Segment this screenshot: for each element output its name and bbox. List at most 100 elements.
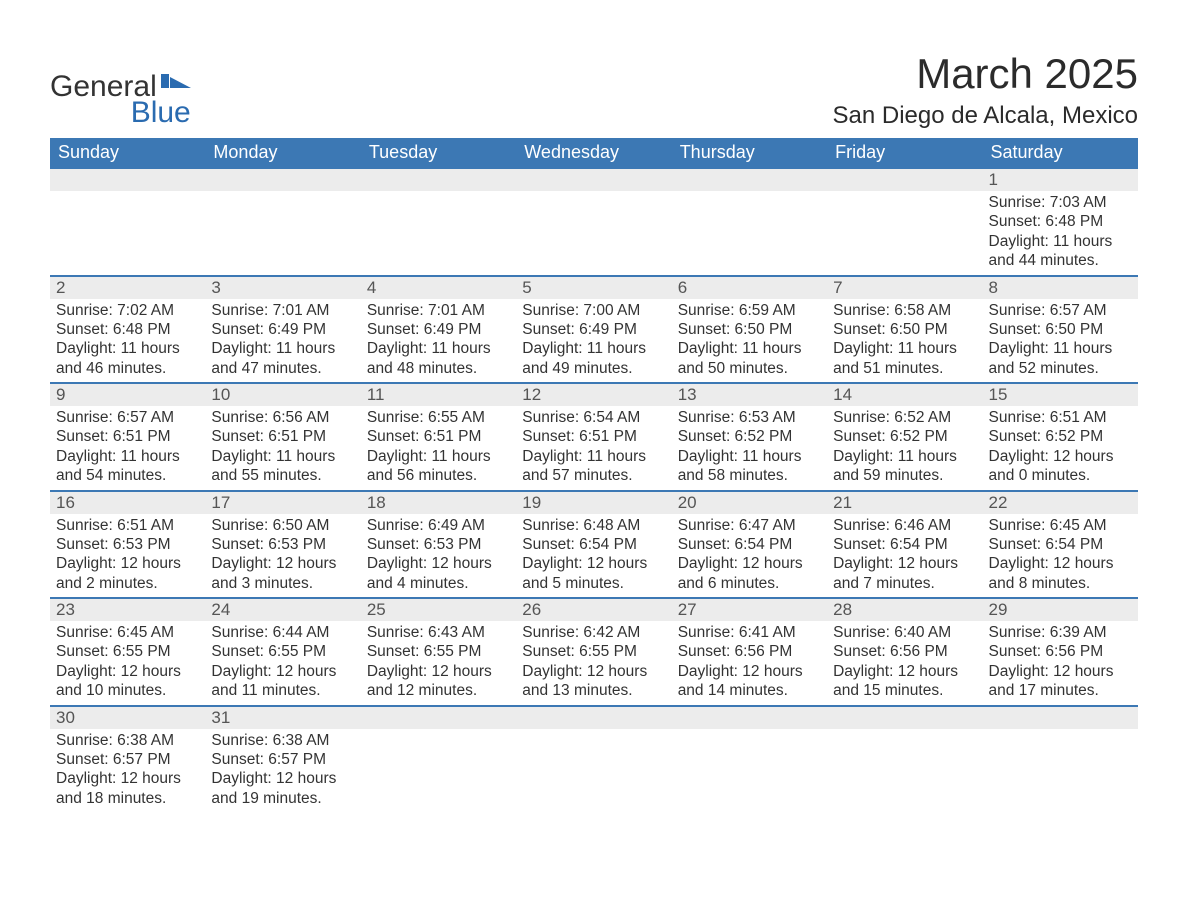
sunrise-line: Sunrise: 7:03 AM [989, 193, 1134, 212]
sunrise-line: Sunrise: 6:40 AM [833, 623, 978, 642]
day-content-cell: Sunrise: 6:52 AMSunset: 6:52 PMDaylight:… [827, 406, 982, 491]
day-number-row: 1 [50, 169, 1138, 191]
day-content-cell: Sunrise: 6:47 AMSunset: 6:54 PMDaylight:… [672, 514, 827, 599]
sunrise-line: Sunrise: 6:38 AM [56, 731, 201, 750]
daylight-line: and 18 minutes. [56, 789, 201, 808]
day-number: 31 [211, 708, 230, 727]
day-content-cell: Sunrise: 6:49 AMSunset: 6:53 PMDaylight:… [361, 514, 516, 599]
sunset-line: Sunset: 6:55 PM [56, 642, 201, 661]
day-number-cell: 28 [827, 598, 982, 621]
sunrise-line: Sunrise: 6:44 AM [211, 623, 356, 642]
day-number-cell: 2 [50, 276, 205, 299]
day-number-cell: 25 [361, 598, 516, 621]
day-number-cell: 19 [516, 491, 671, 514]
logo: General Blue [50, 50, 191, 128]
day-number: 10 [211, 385, 230, 404]
sunset-line: Sunset: 6:54 PM [678, 535, 823, 554]
sunset-line: Sunset: 6:52 PM [678, 427, 823, 446]
day-number-cell: 27 [672, 598, 827, 621]
day-number-cell: 11 [361, 383, 516, 406]
sunset-line: Sunset: 6:48 PM [989, 212, 1134, 231]
day-content-cell [672, 729, 827, 813]
daylight-line: Daylight: 11 hours [989, 339, 1134, 358]
day-content-cell [205, 191, 360, 276]
day-number-cell [983, 706, 1138, 729]
sunset-line: Sunset: 6:51 PM [522, 427, 667, 446]
daylight-line: and 48 minutes. [367, 359, 512, 378]
title-block: March 2025 San Diego de Alcala, Mexico [832, 50, 1138, 130]
day-number: 3 [211, 278, 220, 297]
day-content-cell: Sunrise: 6:38 AMSunset: 6:57 PMDaylight:… [50, 729, 205, 813]
day-number-cell [516, 706, 671, 729]
sunset-line: Sunset: 6:50 PM [678, 320, 823, 339]
sunrise-line: Sunrise: 6:59 AM [678, 301, 823, 320]
day-content-cell: Sunrise: 7:02 AMSunset: 6:48 PMDaylight:… [50, 299, 205, 384]
day-content-row: Sunrise: 6:45 AMSunset: 6:55 PMDaylight:… [50, 621, 1138, 706]
day-content-cell: Sunrise: 6:53 AMSunset: 6:52 PMDaylight:… [672, 406, 827, 491]
sunrise-line: Sunrise: 6:47 AM [678, 516, 823, 535]
weekday-header: Wednesday [516, 138, 671, 169]
day-number-cell: 18 [361, 491, 516, 514]
sunrise-line: Sunrise: 6:38 AM [211, 731, 356, 750]
daylight-line: and 11 minutes. [211, 681, 356, 700]
sunrise-line: Sunrise: 6:57 AM [989, 301, 1134, 320]
sunrise-line: Sunrise: 6:57 AM [56, 408, 201, 427]
sunset-line: Sunset: 6:51 PM [367, 427, 512, 446]
day-number-cell: 5 [516, 276, 671, 299]
daylight-line: Daylight: 12 hours [522, 554, 667, 573]
day-number-cell: 9 [50, 383, 205, 406]
daylight-line: Daylight: 11 hours [367, 447, 512, 466]
weekday-header: Monday [205, 138, 360, 169]
daylight-line: Daylight: 11 hours [211, 447, 356, 466]
day-number-cell: 20 [672, 491, 827, 514]
day-number: 30 [56, 708, 75, 727]
day-content-cell: Sunrise: 6:58 AMSunset: 6:50 PMDaylight:… [827, 299, 982, 384]
day-number-cell: 13 [672, 383, 827, 406]
day-content-cell [672, 191, 827, 276]
header: General Blue March 2025 San Diego de Alc… [50, 50, 1138, 130]
calendar-table: Sunday Monday Tuesday Wednesday Thursday… [50, 138, 1138, 812]
day-number-cell: 30 [50, 706, 205, 729]
sunset-line: Sunset: 6:56 PM [833, 642, 978, 661]
day-number-cell: 14 [827, 383, 982, 406]
daylight-line: Daylight: 12 hours [989, 662, 1134, 681]
daylight-line: Daylight: 11 hours [56, 339, 201, 358]
day-number: 5 [522, 278, 531, 297]
day-content-cell: Sunrise: 6:56 AMSunset: 6:51 PMDaylight:… [205, 406, 360, 491]
day-number: 14 [833, 385, 852, 404]
day-number: 21 [833, 493, 852, 512]
day-content-cell [50, 191, 205, 276]
sunrise-line: Sunrise: 6:56 AM [211, 408, 356, 427]
day-content-cell: Sunrise: 6:51 AMSunset: 6:53 PMDaylight:… [50, 514, 205, 599]
day-number-cell [672, 169, 827, 191]
sunset-line: Sunset: 6:56 PM [989, 642, 1134, 661]
daylight-line: Daylight: 12 hours [367, 554, 512, 573]
day-content-cell: Sunrise: 6:41 AMSunset: 6:56 PMDaylight:… [672, 621, 827, 706]
daylight-line: Daylight: 12 hours [678, 554, 823, 573]
day-number: 8 [989, 278, 998, 297]
location: San Diego de Alcala, Mexico [832, 102, 1138, 130]
daylight-line: and 56 minutes. [367, 466, 512, 485]
day-content-cell: Sunrise: 6:40 AMSunset: 6:56 PMDaylight:… [827, 621, 982, 706]
day-number: 2 [56, 278, 65, 297]
day-number-cell: 24 [205, 598, 360, 621]
day-content-row: Sunrise: 6:57 AMSunset: 6:51 PMDaylight:… [50, 406, 1138, 491]
weekday-header: Saturday [983, 138, 1138, 169]
day-number: 12 [522, 385, 541, 404]
sunset-line: Sunset: 6:51 PM [56, 427, 201, 446]
sunset-line: Sunset: 6:56 PM [678, 642, 823, 661]
day-number: 18 [367, 493, 386, 512]
sunrise-line: Sunrise: 6:50 AM [211, 516, 356, 535]
daylight-line: and 13 minutes. [522, 681, 667, 700]
daylight-line: and 49 minutes. [522, 359, 667, 378]
day-content-cell: Sunrise: 7:01 AMSunset: 6:49 PMDaylight:… [205, 299, 360, 384]
daylight-line: Daylight: 12 hours [989, 554, 1134, 573]
sunrise-line: Sunrise: 7:01 AM [211, 301, 356, 320]
sunrise-line: Sunrise: 6:42 AM [522, 623, 667, 642]
sunset-line: Sunset: 6:52 PM [989, 427, 1134, 446]
day-number: 19 [522, 493, 541, 512]
sunset-line: Sunset: 6:50 PM [989, 320, 1134, 339]
daylight-line: Daylight: 11 hours [211, 339, 356, 358]
day-content-cell: Sunrise: 6:51 AMSunset: 6:52 PMDaylight:… [983, 406, 1138, 491]
sunset-line: Sunset: 6:52 PM [833, 427, 978, 446]
